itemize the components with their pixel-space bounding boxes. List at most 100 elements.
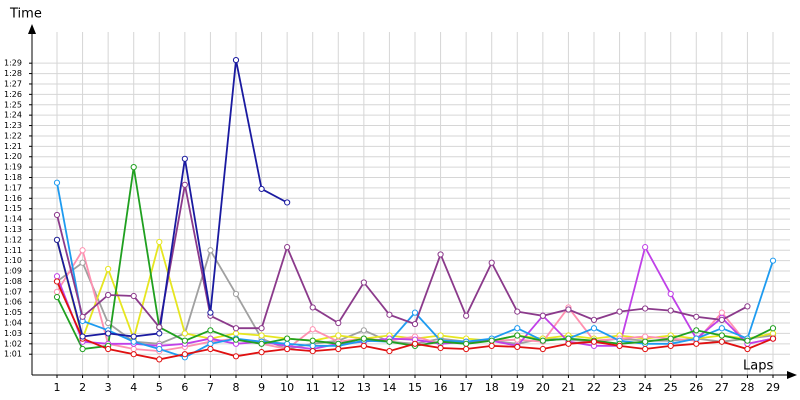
x-tick-label: 7 (207, 381, 214, 394)
point (130, 164, 137, 171)
point (284, 244, 291, 251)
series-line (56, 184, 748, 330)
point (53, 179, 61, 186)
y-tick-label: 1:15 (4, 204, 22, 213)
point (181, 155, 188, 162)
point (53, 236, 61, 243)
y-tick-label: 1:19 (4, 163, 22, 172)
point (769, 335, 777, 342)
point (232, 290, 240, 298)
point (105, 330, 112, 337)
x-tick-label: 9 (258, 381, 265, 394)
point (130, 292, 137, 300)
series-line (56, 59, 288, 338)
point (53, 278, 61, 285)
point (616, 342, 623, 349)
point (590, 316, 598, 324)
point (335, 345, 342, 353)
x-tick-label: 27 (715, 381, 729, 394)
point (437, 344, 444, 352)
y-tick-label: 1:13 (4, 225, 22, 234)
point (411, 320, 419, 328)
y-tick-label: 1:07 (4, 287, 22, 296)
point (181, 351, 188, 358)
point (514, 332, 521, 339)
point (642, 345, 649, 353)
point (105, 291, 112, 299)
y-tick-label: 1:22 (4, 131, 22, 140)
x-tick-label: 13 (357, 381, 371, 394)
point (539, 337, 546, 344)
point (642, 333, 649, 340)
x-tick-label: 10 (280, 381, 294, 394)
x-tick-label: 23 (613, 381, 627, 394)
point (130, 333, 137, 340)
y-tick-label: 1:08 (4, 277, 22, 286)
point (667, 342, 674, 349)
point (79, 333, 86, 340)
plot (53, 56, 777, 363)
x-tick-label: 12 (331, 381, 345, 394)
point (207, 345, 214, 353)
point (335, 332, 342, 339)
point (79, 345, 86, 353)
y-tick-label: 1:17 (4, 183, 22, 192)
x-axis-label: Laps (743, 359, 773, 374)
point (207, 247, 214, 254)
point (411, 340, 419, 347)
point (488, 337, 495, 344)
y-tick-label: 1:14 (4, 215, 22, 224)
point (232, 336, 240, 343)
point (360, 279, 367, 286)
point (514, 343, 521, 351)
point (539, 345, 546, 353)
point (181, 330, 188, 337)
y-tick-label: 1:23 (4, 121, 22, 130)
point (284, 345, 291, 353)
point (232, 353, 240, 360)
point (386, 347, 393, 355)
point (130, 345, 137, 353)
y-axis-label: Time (9, 7, 42, 22)
point (488, 342, 495, 349)
point (207, 327, 214, 334)
point (130, 351, 137, 358)
point (514, 308, 521, 315)
point (309, 326, 316, 333)
point (642, 338, 649, 345)
y-tick-label: 1:03 (4, 329, 22, 338)
point (437, 251, 444, 258)
point (488, 259, 495, 266)
point (309, 337, 316, 344)
point (79, 313, 86, 320)
point (207, 309, 214, 316)
point (53, 273, 61, 280)
point (335, 319, 342, 327)
x-tick-label: 15 (408, 381, 422, 394)
point (667, 307, 674, 314)
point (667, 335, 674, 342)
point (565, 335, 572, 342)
point (258, 332, 265, 339)
point (642, 244, 649, 251)
point (744, 337, 751, 344)
point (156, 330, 163, 337)
x-arrow (787, 371, 797, 379)
y-tick-label: 1:29 (4, 59, 22, 68)
point (105, 345, 112, 353)
point (718, 338, 725, 345)
point (181, 181, 188, 188)
point (207, 340, 214, 347)
point (693, 340, 700, 347)
point (667, 290, 674, 298)
point (565, 306, 572, 313)
x-tick-label: 22 (587, 381, 601, 394)
point (693, 335, 700, 342)
y-tick-label: 1:05 (4, 308, 22, 317)
y-tick-label: 1:18 (4, 173, 22, 182)
point (284, 335, 291, 342)
point (309, 342, 316, 349)
y-tick-label: 1:12 (4, 235, 22, 244)
point (642, 305, 649, 312)
